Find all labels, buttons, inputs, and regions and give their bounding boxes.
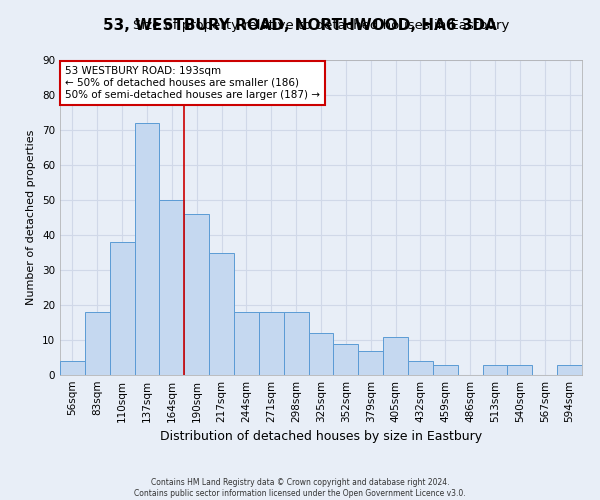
Bar (334, 344, 358, 375)
Bar (110, 242, 134, 375)
Text: Contains HM Land Registry data © Crown copyright and database right 2024.
Contai: Contains HM Land Registry data © Crown c… (134, 478, 466, 498)
X-axis label: Distribution of detached houses by size in Eastbury: Distribution of detached houses by size … (160, 430, 482, 444)
Bar (482, 364, 508, 375)
Bar (433, 364, 458, 375)
Bar (60, 361, 85, 375)
Bar (408, 361, 433, 375)
Y-axis label: Number of detached properties: Number of detached properties (26, 130, 37, 305)
Bar (184, 214, 209, 375)
Title: Size of property relative to detached houses in Eastbury: Size of property relative to detached ho… (133, 20, 509, 32)
Bar (383, 336, 408, 375)
Bar (160, 200, 184, 375)
Bar (85, 312, 110, 375)
Bar (284, 312, 308, 375)
Bar (358, 350, 383, 375)
Bar (557, 364, 582, 375)
Text: 53, WESTBURY ROAD, NORTHWOOD, HA6 3DA: 53, WESTBURY ROAD, NORTHWOOD, HA6 3DA (103, 18, 497, 32)
Bar (234, 312, 259, 375)
Bar (209, 252, 234, 375)
Bar (134, 123, 160, 375)
Bar (508, 364, 532, 375)
Bar (308, 333, 334, 375)
Bar (259, 312, 284, 375)
Text: 53 WESTBURY ROAD: 193sqm
← 50% of detached houses are smaller (186)
50% of semi-: 53 WESTBURY ROAD: 193sqm ← 50% of detach… (65, 66, 320, 100)
